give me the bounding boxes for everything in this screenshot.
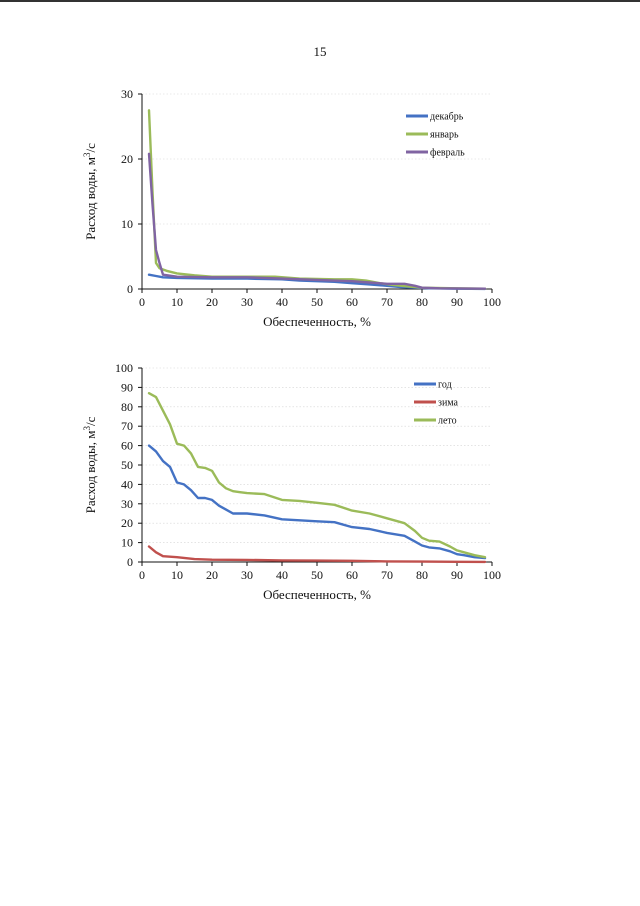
x-tick-label: 10 bbox=[171, 568, 183, 582]
legend-label-лето: лето bbox=[438, 416, 457, 427]
x-tick-label: 60 bbox=[346, 568, 358, 582]
y-tick-label: 90 bbox=[121, 380, 133, 394]
y-tick-label: 30 bbox=[121, 497, 133, 511]
y-tick-label: 20 bbox=[121, 152, 133, 166]
x-tick-label: 0 bbox=[139, 295, 145, 309]
x-tick-label: 0 bbox=[139, 568, 145, 582]
series-line-лето bbox=[147, 392, 487, 559]
x-tick-label: 100 bbox=[483, 295, 501, 309]
x-tick-label: 70 bbox=[381, 295, 393, 309]
y-tick-label: 10 bbox=[121, 217, 133, 231]
page-top-rule bbox=[0, 0, 640, 2]
series-line-зима bbox=[147, 545, 487, 564]
page-number: 15 bbox=[313, 44, 327, 59]
x-tick-label: 100 bbox=[483, 568, 501, 582]
x-tick-label: 90 bbox=[451, 295, 463, 309]
y-axis-title: Расход воды, м3/с bbox=[82, 143, 98, 240]
x-tick-label: 30 bbox=[241, 568, 253, 582]
y-tick-label: 40 bbox=[121, 477, 133, 491]
y-tick-label: 10 bbox=[121, 536, 133, 550]
x-tick-label: 30 bbox=[241, 295, 253, 309]
y-tick-label: 0 bbox=[127, 555, 133, 569]
y-tick-label: 50 bbox=[121, 458, 133, 472]
y-tick-label: 20 bbox=[121, 516, 133, 530]
y-tick-label: 30 bbox=[121, 87, 133, 101]
legend-label-зима: зима bbox=[438, 398, 459, 409]
y-tick-label: 0 bbox=[127, 282, 133, 296]
y-tick-label: 60 bbox=[121, 439, 133, 453]
series-line-год bbox=[147, 444, 487, 560]
x-tick-label: 40 bbox=[276, 295, 288, 309]
y-tick-label: 100 bbox=[115, 361, 133, 375]
chart-seasonal-flow-duration: 0 10 20 30 40 50 60 70 80 90 100 0 10 20 30 40 50 60 70 80 9… bbox=[82, 361, 501, 602]
x-tick-label: 50 bbox=[311, 295, 323, 309]
x-tick-label: 90 bbox=[451, 568, 463, 582]
legend-label-декабрь: декабрь bbox=[430, 112, 464, 123]
x-axis-title: Обеспеченность, % bbox=[263, 587, 371, 602]
legend-label-январь: январь bbox=[430, 130, 459, 141]
legend-label-год: год bbox=[438, 380, 452, 391]
x-tick-label: 50 bbox=[311, 568, 323, 582]
y-tick-label: 80 bbox=[121, 400, 133, 414]
y-tick-label: 70 bbox=[121, 419, 133, 433]
legend-label-февраль: февраль bbox=[430, 148, 465, 159]
x-tick-label: 40 bbox=[276, 568, 288, 582]
x-tick-label: 10 bbox=[171, 295, 183, 309]
chart-monthly-flow-duration: 0 10 20 30 0 10 20 30 40 50 60 70 80 90 100 Обеспеченно… bbox=[82, 87, 501, 329]
x-tick-label: 20 bbox=[206, 295, 218, 309]
x-tick-label: 80 bbox=[416, 568, 428, 582]
x-tick-label: 60 bbox=[346, 295, 358, 309]
y-axis-title: Расход воды, м3/с bbox=[82, 416, 98, 513]
series-line-февраль bbox=[147, 152, 487, 290]
x-tick-label: 80 bbox=[416, 295, 428, 309]
x-tick-label: 20 bbox=[206, 568, 218, 582]
x-tick-label: 70 bbox=[381, 568, 393, 582]
x-axis-title: Обеспеченность, % bbox=[263, 314, 371, 329]
